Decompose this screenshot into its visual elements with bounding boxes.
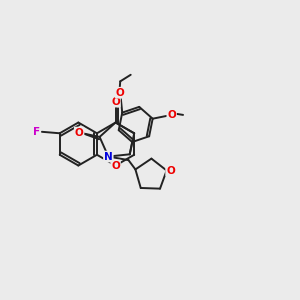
Text: O: O <box>111 97 120 106</box>
Text: N: N <box>104 152 113 162</box>
Text: O: O <box>75 128 83 138</box>
Text: O: O <box>167 110 176 120</box>
Text: O: O <box>111 160 120 170</box>
Text: F: F <box>33 127 40 137</box>
Text: O: O <box>166 166 175 176</box>
Text: O: O <box>116 88 124 98</box>
